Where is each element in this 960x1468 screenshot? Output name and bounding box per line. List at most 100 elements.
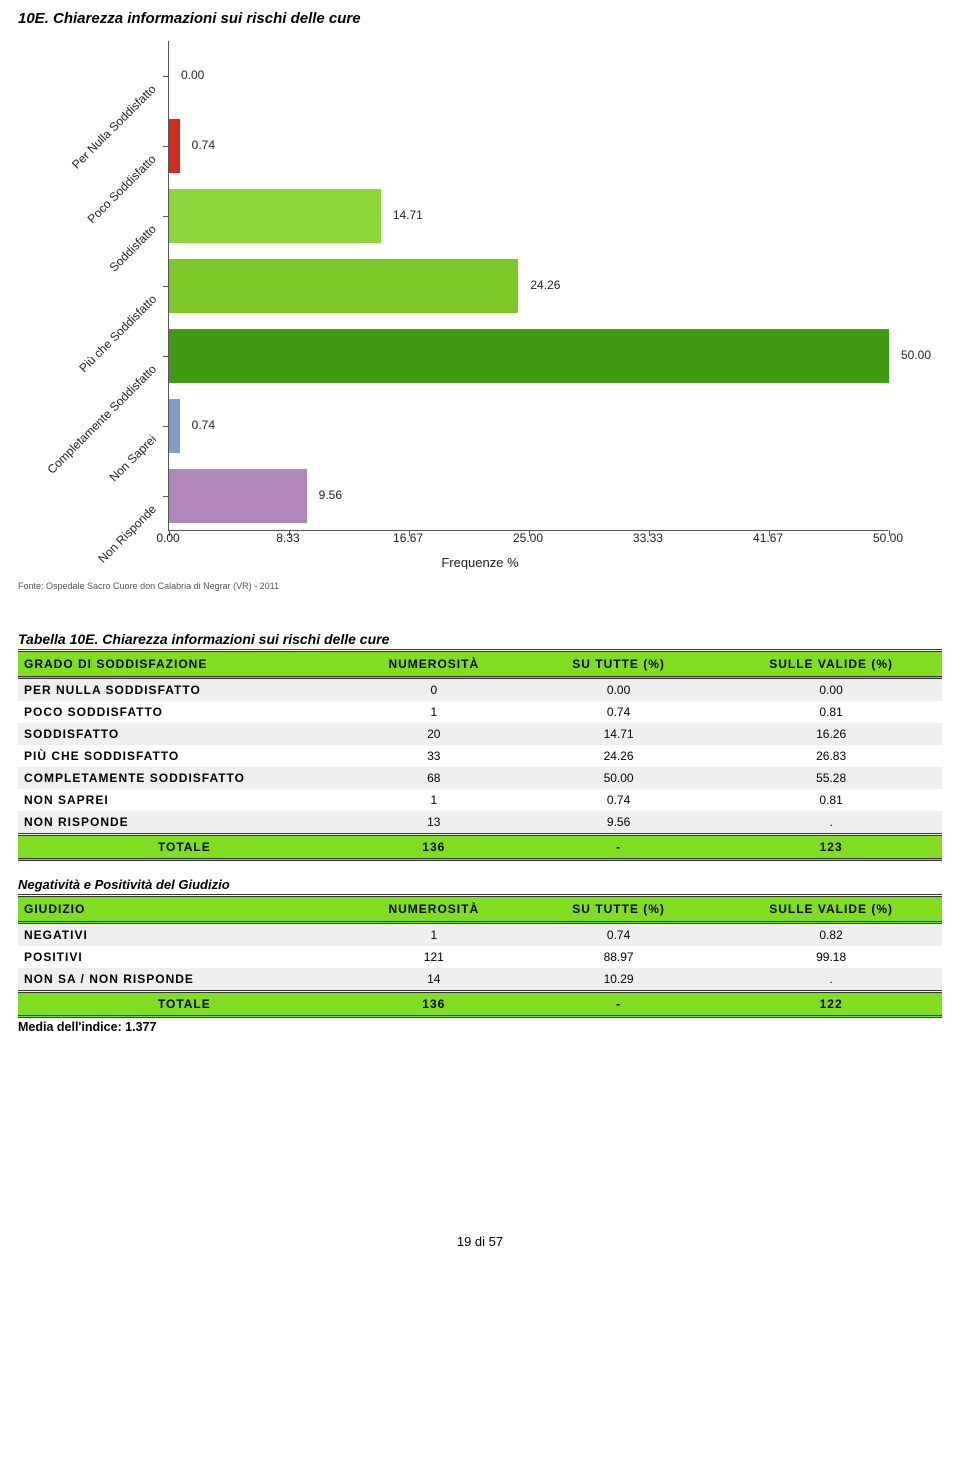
bar-value-label: 14.71 xyxy=(393,208,423,222)
table-header-cell: SU TUTTE (%) xyxy=(517,651,720,678)
table1: GRADO DI SODDISFAZIONENUMEROSITÀSU TUTTE… xyxy=(18,649,942,861)
bar-value-label: 0.74 xyxy=(192,138,215,152)
table-header-cell: SULLE VALIDE (%) xyxy=(720,896,942,923)
table-header-cell: SU TUTTE (%) xyxy=(517,896,720,923)
table-cell: 0.00 xyxy=(517,678,720,702)
table-cell: 10.29 xyxy=(517,968,720,992)
bar-chart: 0.00 0.74 14.71 24.26 50.00 0.74 9.56 Frequenz… xyxy=(18,31,942,591)
table-cell: 68 xyxy=(351,767,517,789)
bar-value-label: 0.00 xyxy=(181,68,204,82)
bar xyxy=(169,259,518,313)
table-cell: 0.74 xyxy=(517,923,720,947)
y-tick xyxy=(163,76,169,77)
table-total-row: TOTALE136-123 xyxy=(18,835,942,860)
bar xyxy=(169,329,889,383)
table-cell: 0.74 xyxy=(517,701,720,723)
table-header-cell: NUMEROSITÀ xyxy=(351,651,517,678)
table-cell: 0.74 xyxy=(517,789,720,811)
table-row: POCO SODDISFATTO10.740.81 xyxy=(18,701,942,723)
table-cell: . xyxy=(720,968,942,992)
table-total-cell: 136 xyxy=(351,835,517,860)
table-total-cell: 136 xyxy=(351,992,517,1017)
table2: GIUDIZIONUMEROSITÀSU TUTTE (%)SULLE VALI… xyxy=(18,894,942,1018)
table-cell: NEGATIVI xyxy=(18,923,351,947)
bar-value-label: 50.00 xyxy=(901,348,931,362)
x-tick-label: 0.00 xyxy=(156,531,179,545)
table-cell: NON SA / NON RISPONDE xyxy=(18,968,351,992)
table-cell: 1 xyxy=(351,923,517,947)
table-cell: NON RISPONDE xyxy=(18,811,351,835)
table-row: COMPLETAMENTE SODDISFATTO6850.0055.28 xyxy=(18,767,942,789)
table-cell: 1 xyxy=(351,701,517,723)
x-tick-label: 25.00 xyxy=(513,531,543,545)
table-total-cell: - xyxy=(517,992,720,1017)
page-title: 10E. Chiarezza informazioni sui rischi d… xyxy=(18,10,942,27)
table-cell: 20 xyxy=(351,723,517,745)
media-indice: Media dell'indice: 1.377 xyxy=(18,1020,942,1034)
page-footer: 19 di 57 xyxy=(0,1234,960,1269)
table-cell: 99.18 xyxy=(720,946,942,968)
table1-title: Tabella 10E. Chiarezza informazioni sui … xyxy=(18,631,942,647)
table-cell: 26.83 xyxy=(720,745,942,767)
table-cell: 0.00 xyxy=(720,678,942,702)
x-tick-label: 16.67 xyxy=(393,531,423,545)
table-row: NON SA / NON RISPONDE1410.29. xyxy=(18,968,942,992)
x-tick-label: 41.67 xyxy=(753,531,783,545)
table-total-row: TOTALE136-122 xyxy=(18,992,942,1017)
chart-plot-area: 0.000.7414.7124.2650.000.749.56 xyxy=(168,41,888,531)
table-cell: 13 xyxy=(351,811,517,835)
table-total-cell: 123 xyxy=(720,835,942,860)
table-header-cell: SULLE VALIDE (%) xyxy=(720,651,942,678)
table-total-cell: TOTALE xyxy=(18,992,351,1017)
table-cell: 55.28 xyxy=(720,767,942,789)
table-row: NON SAPREI10.740.81 xyxy=(18,789,942,811)
table-cell: 33 xyxy=(351,745,517,767)
table-cell: 16.26 xyxy=(720,723,942,745)
table-row: NON RISPONDE139.56. xyxy=(18,811,942,835)
table-cell: 0.81 xyxy=(720,701,942,723)
table-cell: 121 xyxy=(351,946,517,968)
table-cell: PIÙ CHE SODDISFATTO xyxy=(18,745,351,767)
bar xyxy=(169,189,381,243)
x-tick-label: 50.00 xyxy=(873,531,903,545)
table-cell: 0 xyxy=(351,678,517,702)
table-header-cell: GIUDIZIO xyxy=(18,896,351,923)
table-cell: NON SAPREI xyxy=(18,789,351,811)
bar-value-label: 24.26 xyxy=(530,278,560,292)
table-header-cell: NUMEROSITÀ xyxy=(351,896,517,923)
table-cell: 50.00 xyxy=(517,767,720,789)
table2-title: Negatività e Positività del Giudizio xyxy=(18,877,942,892)
bar xyxy=(169,469,307,523)
table-cell: 88.97 xyxy=(517,946,720,968)
table-row: POSITIVI12188.9799.18 xyxy=(18,946,942,968)
table-cell: COMPLETAMENTE SODDISFATTO xyxy=(18,767,351,789)
table-total-cell: 122 xyxy=(720,992,942,1017)
table-cell: 14 xyxy=(351,968,517,992)
table-row: NEGATIVI10.740.82 xyxy=(18,923,942,947)
table-cell: 9.56 xyxy=(517,811,720,835)
x-tick-label: 8.33 xyxy=(276,531,299,545)
table-cell: PER NULLA SODDISFATTO xyxy=(18,678,351,702)
table-total-cell: - xyxy=(517,835,720,860)
table-row: SODDISFATTO2014.7116.26 xyxy=(18,723,942,745)
table-cell: . xyxy=(720,811,942,835)
bar-value-label: 0.74 xyxy=(192,418,215,432)
chart-xlabel: Frequenze % xyxy=(18,555,942,570)
bar xyxy=(169,399,180,453)
table-cell: POCO SODDISFATTO xyxy=(18,701,351,723)
x-tick-label: 33.33 xyxy=(633,531,663,545)
table-header-cell: GRADO DI SODDISFAZIONE xyxy=(18,651,351,678)
table-row: PIÙ CHE SODDISFATTO3324.2626.83 xyxy=(18,745,942,767)
table-cell: 0.82 xyxy=(720,923,942,947)
table-cell: 0.81 xyxy=(720,789,942,811)
table-cell: SODDISFATTO xyxy=(18,723,351,745)
bar xyxy=(169,119,180,173)
table-cell: POSITIVI xyxy=(18,946,351,968)
table-cell: 24.26 xyxy=(517,745,720,767)
bar-value-label: 9.56 xyxy=(319,488,342,502)
table-row: PER NULLA SODDISFATTO00.000.00 xyxy=(18,678,942,702)
table-total-cell: TOTALE xyxy=(18,835,351,860)
table-cell: 14.71 xyxy=(517,723,720,745)
table-cell: 1 xyxy=(351,789,517,811)
chart-source: Fonte: Ospedale Sacro Cuore don Calabria… xyxy=(18,581,279,591)
